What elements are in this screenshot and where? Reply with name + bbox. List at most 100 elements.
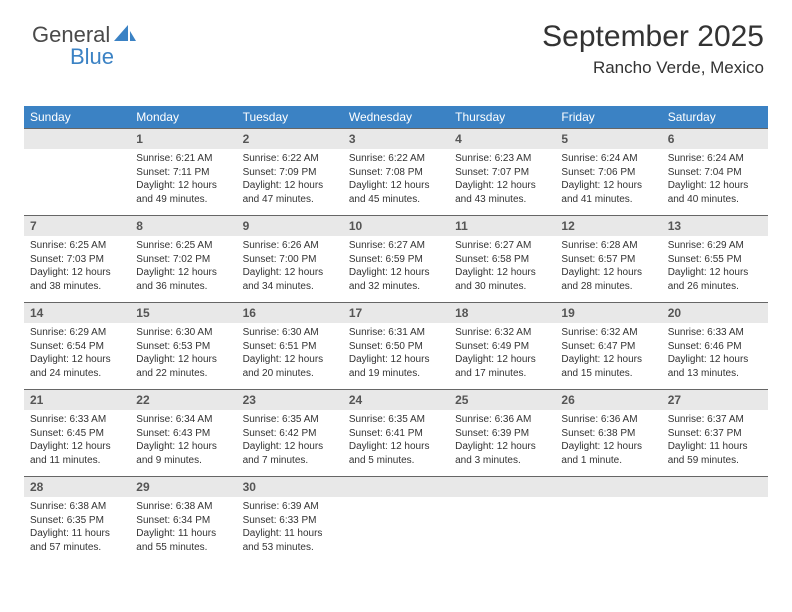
day-content: Sunrise: 6:24 AMSunset: 7:06 PMDaylight:…: [555, 149, 661, 209]
day-number: 21: [24, 390, 130, 410]
day-number: 11: [449, 216, 555, 236]
day-number: 27: [662, 390, 768, 410]
day-number: 9: [237, 216, 343, 236]
day-cell: 29Sunrise: 6:38 AMSunset: 6:34 PMDayligh…: [130, 477, 236, 563]
day-cell: 8Sunrise: 6:25 AMSunset: 7:02 PMDaylight…: [130, 216, 236, 302]
day-cell: 12Sunrise: 6:28 AMSunset: 6:57 PMDayligh…: [555, 216, 661, 302]
day-number: 22: [130, 390, 236, 410]
day-cell: 19Sunrise: 6:32 AMSunset: 6:47 PMDayligh…: [555, 303, 661, 389]
day-number: 1: [130, 129, 236, 149]
day-content: Sunrise: 6:30 AMSunset: 6:53 PMDaylight:…: [130, 323, 236, 383]
day-cell: 25Sunrise: 6:36 AMSunset: 6:39 PMDayligh…: [449, 390, 555, 476]
day-content: Sunrise: 6:31 AMSunset: 6:50 PMDaylight:…: [343, 323, 449, 383]
day-content: Sunrise: 6:32 AMSunset: 6:47 PMDaylight:…: [555, 323, 661, 383]
day-content: Sunrise: 6:37 AMSunset: 6:37 PMDaylight:…: [662, 410, 768, 470]
day-cell: 20Sunrise: 6:33 AMSunset: 6:46 PMDayligh…: [662, 303, 768, 389]
week-row: 7Sunrise: 6:25 AMSunset: 7:03 PMDaylight…: [24, 215, 768, 302]
daynum-bar: [662, 477, 768, 497]
day-header: Sunday: [24, 106, 130, 128]
day-cell: 5Sunrise: 6:24 AMSunset: 7:06 PMDaylight…: [555, 129, 661, 215]
day-content: Sunrise: 6:29 AMSunset: 6:54 PMDaylight:…: [24, 323, 130, 383]
day-header: Wednesday: [343, 106, 449, 128]
empty-cell: [555, 477, 661, 563]
day-number: 7: [24, 216, 130, 236]
day-content: Sunrise: 6:35 AMSunset: 6:41 PMDaylight:…: [343, 410, 449, 470]
header-right: September 2025 Rancho Verde, Mexico: [542, 20, 764, 78]
day-number: 8: [130, 216, 236, 236]
day-cell: 26Sunrise: 6:36 AMSunset: 6:38 PMDayligh…: [555, 390, 661, 476]
day-number: 15: [130, 303, 236, 323]
day-content: Sunrise: 6:22 AMSunset: 7:09 PMDaylight:…: [237, 149, 343, 209]
day-cell: 4Sunrise: 6:23 AMSunset: 7:07 PMDaylight…: [449, 129, 555, 215]
week-row: 28Sunrise: 6:38 AMSunset: 6:35 PMDayligh…: [24, 476, 768, 563]
day-cell: 15Sunrise: 6:30 AMSunset: 6:53 PMDayligh…: [130, 303, 236, 389]
calendar-body: 1Sunrise: 6:21 AMSunset: 7:11 PMDaylight…: [24, 128, 768, 563]
day-content: Sunrise: 6:29 AMSunset: 6:55 PMDaylight:…: [662, 236, 768, 296]
day-number: 17: [343, 303, 449, 323]
day-content: Sunrise: 6:24 AMSunset: 7:04 PMDaylight:…: [662, 149, 768, 209]
day-header: Friday: [555, 106, 661, 128]
day-content: Sunrise: 6:30 AMSunset: 6:51 PMDaylight:…: [237, 323, 343, 383]
day-cell: 13Sunrise: 6:29 AMSunset: 6:55 PMDayligh…: [662, 216, 768, 302]
empty-cell: [662, 477, 768, 563]
day-number: 16: [237, 303, 343, 323]
day-number: 12: [555, 216, 661, 236]
day-number: 5: [555, 129, 661, 149]
day-cell: 9Sunrise: 6:26 AMSunset: 7:00 PMDaylight…: [237, 216, 343, 302]
day-content: Sunrise: 6:27 AMSunset: 6:59 PMDaylight:…: [343, 236, 449, 296]
day-cell: 6Sunrise: 6:24 AMSunset: 7:04 PMDaylight…: [662, 129, 768, 215]
day-content: Sunrise: 6:27 AMSunset: 6:58 PMDaylight:…: [449, 236, 555, 296]
day-number: 10: [343, 216, 449, 236]
day-cell: 2Sunrise: 6:22 AMSunset: 7:09 PMDaylight…: [237, 129, 343, 215]
day-cell: 14Sunrise: 6:29 AMSunset: 6:54 PMDayligh…: [24, 303, 130, 389]
day-number: 29: [130, 477, 236, 497]
day-content: Sunrise: 6:34 AMSunset: 6:43 PMDaylight:…: [130, 410, 236, 470]
day-cell: 27Sunrise: 6:37 AMSunset: 6:37 PMDayligh…: [662, 390, 768, 476]
day-cell: 23Sunrise: 6:35 AMSunset: 6:42 PMDayligh…: [237, 390, 343, 476]
day-content: Sunrise: 6:26 AMSunset: 7:00 PMDaylight:…: [237, 236, 343, 296]
daynum-bar: [343, 477, 449, 497]
day-content: Sunrise: 6:28 AMSunset: 6:57 PMDaylight:…: [555, 236, 661, 296]
day-content: Sunrise: 6:21 AMSunset: 7:11 PMDaylight:…: [130, 149, 236, 209]
day-number: 14: [24, 303, 130, 323]
day-content: Sunrise: 6:32 AMSunset: 6:49 PMDaylight:…: [449, 323, 555, 383]
day-cell: 17Sunrise: 6:31 AMSunset: 6:50 PMDayligh…: [343, 303, 449, 389]
day-number: 4: [449, 129, 555, 149]
calendar: SundayMondayTuesdayWednesdayThursdayFrid…: [24, 106, 768, 563]
empty-cell: [24, 129, 130, 215]
empty-cell: [449, 477, 555, 563]
day-content: Sunrise: 6:35 AMSunset: 6:42 PMDaylight:…: [237, 410, 343, 470]
daynum-bar: [555, 477, 661, 497]
week-row: 21Sunrise: 6:33 AMSunset: 6:45 PMDayligh…: [24, 389, 768, 476]
day-number: 13: [662, 216, 768, 236]
day-number: 26: [555, 390, 661, 410]
day-cell: 3Sunrise: 6:22 AMSunset: 7:08 PMDaylight…: [343, 129, 449, 215]
day-cell: 7Sunrise: 6:25 AMSunset: 7:03 PMDaylight…: [24, 216, 130, 302]
day-cell: 10Sunrise: 6:27 AMSunset: 6:59 PMDayligh…: [343, 216, 449, 302]
daynum-bar: [24, 129, 130, 149]
day-header: Saturday: [662, 106, 768, 128]
day-number: 25: [449, 390, 555, 410]
day-cell: 16Sunrise: 6:30 AMSunset: 6:51 PMDayligh…: [237, 303, 343, 389]
day-number: 28: [24, 477, 130, 497]
logo-word2: Blue: [70, 44, 114, 70]
day-content: Sunrise: 6:25 AMSunset: 7:02 PMDaylight:…: [130, 236, 236, 296]
day-content: Sunrise: 6:38 AMSunset: 6:35 PMDaylight:…: [24, 497, 130, 557]
day-cell: 21Sunrise: 6:33 AMSunset: 6:45 PMDayligh…: [24, 390, 130, 476]
day-content: Sunrise: 6:39 AMSunset: 6:33 PMDaylight:…: [237, 497, 343, 557]
day-cell: 22Sunrise: 6:34 AMSunset: 6:43 PMDayligh…: [130, 390, 236, 476]
logo-sail-icon: [114, 23, 136, 48]
day-number: 24: [343, 390, 449, 410]
day-content: Sunrise: 6:33 AMSunset: 6:45 PMDaylight:…: [24, 410, 130, 470]
day-cell: 18Sunrise: 6:32 AMSunset: 6:49 PMDayligh…: [449, 303, 555, 389]
day-content: Sunrise: 6:33 AMSunset: 6:46 PMDaylight:…: [662, 323, 768, 383]
empty-cell: [343, 477, 449, 563]
logo: General Blue: [32, 22, 136, 48]
day-number: 19: [555, 303, 661, 323]
day-content: Sunrise: 6:36 AMSunset: 6:38 PMDaylight:…: [555, 410, 661, 470]
day-content: Sunrise: 6:25 AMSunset: 7:03 PMDaylight:…: [24, 236, 130, 296]
day-content: Sunrise: 6:36 AMSunset: 6:39 PMDaylight:…: [449, 410, 555, 470]
day-cell: 24Sunrise: 6:35 AMSunset: 6:41 PMDayligh…: [343, 390, 449, 476]
week-row: 14Sunrise: 6:29 AMSunset: 6:54 PMDayligh…: [24, 302, 768, 389]
day-number: 20: [662, 303, 768, 323]
